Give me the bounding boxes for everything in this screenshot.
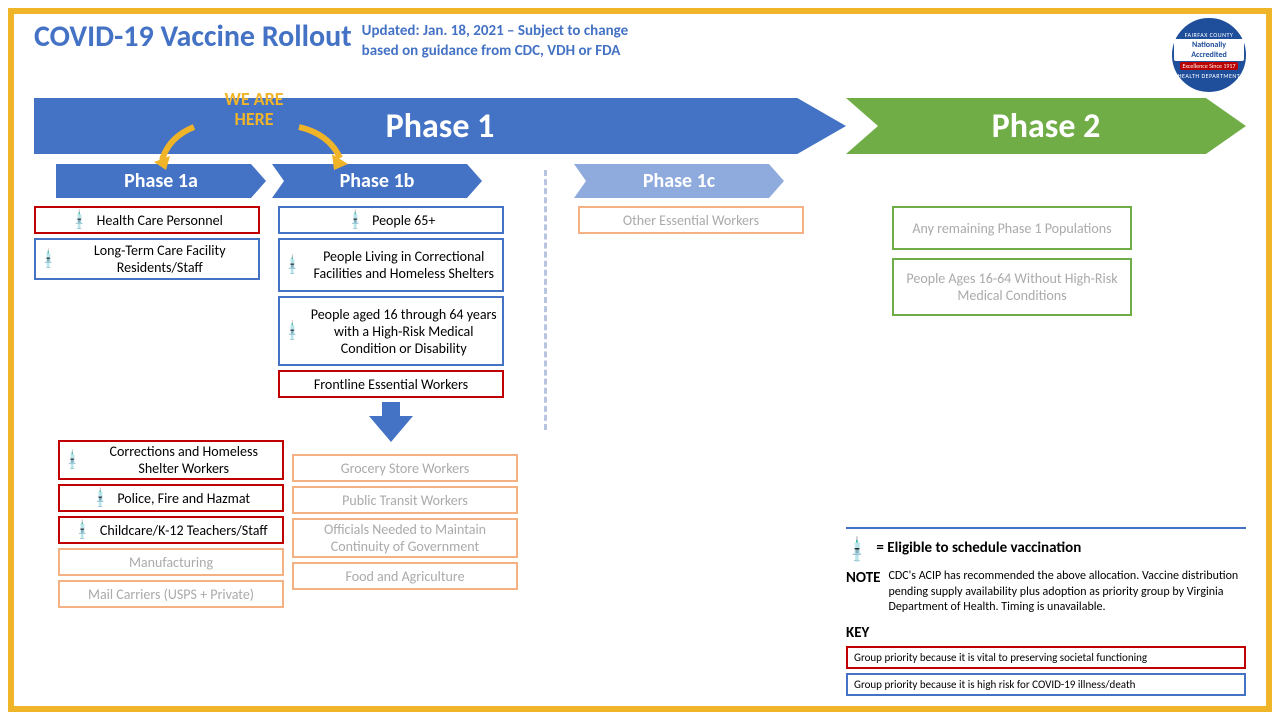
box-text: Public Transit Workers xyxy=(342,492,468,509)
header: COVID-19 Vaccine Rollout Updated: Jan. 1… xyxy=(34,18,1246,92)
syringe-icon: 💉 xyxy=(281,319,305,343)
legend: 💉 = Eligible to schedule vaccination NOT… xyxy=(846,527,1246,696)
box-text: Food and Agriculture xyxy=(345,568,464,585)
key-red-text: Group priority because it is vital to pr… xyxy=(854,651,1147,664)
box-correctional: 💉 People Living in Correctional Faciliti… xyxy=(278,238,504,292)
phase-1b-label: Phase 1b xyxy=(340,169,415,193)
box-text: Health Care Personnel xyxy=(97,212,223,229)
phase-divider xyxy=(544,170,547,430)
box-food-ag: Food and Agriculture xyxy=(292,562,518,590)
box-mail-carriers: Mail Carriers (USPS + Private) xyxy=(58,580,284,608)
box-text: Other Essential Workers xyxy=(623,212,759,229)
page-title: COVID-19 Vaccine Rollout xyxy=(34,18,352,55)
box-16-64-highrisk: 💉 People aged 16 through 64 years with a… xyxy=(278,296,504,366)
box-text: Corrections and Homeless Shelter Workers xyxy=(89,443,278,477)
wah-arrow-left xyxy=(154,122,214,172)
box-health-care: 💉 Health Care Personnel xyxy=(34,206,260,234)
note-text: CDC's ACIP has recommended the above all… xyxy=(888,569,1246,616)
box-officials: Officials Needed to Maintain Continuity … xyxy=(292,518,518,558)
phase-1c-label: Phase 1c xyxy=(643,169,715,193)
syringe-icon: 💉 xyxy=(88,486,112,510)
syringe-icon: 💉 xyxy=(281,253,305,277)
box-corrections-workers: 💉 Corrections and Homeless Shelter Worke… xyxy=(58,440,284,480)
seal-mid2: Excellence Since 1917 xyxy=(1180,62,1237,70)
phase-2-col: Any remaining Phase 1 Populations People… xyxy=(892,206,1132,320)
phase-1a-col: 💉 Health Care Personnel 💉 Long-Term Care… xyxy=(34,206,260,284)
subtitle-line2: based on guidance from CDC, VDH or FDA xyxy=(362,42,621,60)
wah-line2: HERE xyxy=(234,108,273,130)
box-other-essential: Other Essential Workers xyxy=(578,206,804,234)
box-text: People 65+ xyxy=(372,212,435,229)
seal-bot: HEALTH DEPARTMENT xyxy=(1178,72,1240,80)
box-text: People Living in Correctional Facilities… xyxy=(309,248,498,282)
subtitle-line1: Updated: Jan. 18, 2021 – Subject to chan… xyxy=(362,22,628,40)
key-blue-box: Group priority because it is high risk f… xyxy=(846,673,1246,696)
phase-1c-col: Other Essential Workers xyxy=(578,206,804,238)
syringe-icon: 💉 xyxy=(61,448,85,472)
box-remaining-p1: Any remaining Phase 1 Populations xyxy=(892,206,1132,250)
box-text: Police, Fire and Hazmat xyxy=(117,490,250,507)
box-childcare-k12: 💉 Childcare/K-12 Teachers/Staff xyxy=(58,516,284,544)
seal-top: FAIRFAX COUNTY xyxy=(1185,31,1234,39)
wah-arrow-right xyxy=(294,122,354,172)
subphase-row: Phase 1a Phase 1b Phase 1c xyxy=(34,164,1246,200)
box-16-64-without: People Ages 16-64 Without High-Risk Medi… xyxy=(892,258,1132,316)
box-transit: Public Transit Workers xyxy=(292,486,518,514)
box-text: Any remaining Phase 1 Populations xyxy=(912,220,1111,237)
legend-eligible: 💉 = Eligible to schedule vaccination xyxy=(846,539,1246,561)
box-text: Long-Term Care Facility Residents/Staff xyxy=(65,242,254,276)
legend-divider xyxy=(846,527,1246,529)
box-grocery: Grocery Store Workers xyxy=(292,454,518,482)
syringe-icon: 💉 xyxy=(37,247,61,271)
frontline-right-col: Grocery Store Workers Public Transit Wor… xyxy=(292,454,518,594)
box-65plus: 💉 People 65+ xyxy=(278,206,504,234)
box-text: People aged 16 through 64 years with a H… xyxy=(309,306,498,357)
box-text: Manufacturing xyxy=(129,554,213,571)
box-text: Childcare/K-12 Teachers/Staff xyxy=(100,522,268,539)
phase-1a-label: Phase 1a xyxy=(124,169,198,193)
box-text: Officials Needed to Maintain Continuity … xyxy=(298,521,512,555)
phase-2-label: Phase 2 xyxy=(992,106,1101,147)
content-area: COVID-19 Vaccine Rollout Updated: Jan. 1… xyxy=(14,14,1266,706)
phase-1c-arrow: Phase 1c xyxy=(574,164,784,198)
box-text: Frontline Essential Workers xyxy=(314,376,468,393)
box-ltc: 💉 Long-Term Care Facility Residents/Staf… xyxy=(34,238,260,280)
down-arrow-container xyxy=(278,402,504,442)
syringe-icon: 💉 xyxy=(68,208,92,232)
box-frontline: Frontline Essential Workers xyxy=(278,370,504,398)
subtitle: Updated: Jan. 18, 2021 – Subject to chan… xyxy=(362,22,1162,61)
box-text: Mail Carriers (USPS + Private) xyxy=(88,586,254,603)
seal-mid1: Nationally Accredited xyxy=(1174,39,1244,61)
phase-1b-col: 💉 People 65+ 💉 People Living in Correcti… xyxy=(278,206,504,442)
phase-2-arrow: Phase 2 xyxy=(846,98,1246,154)
syringe-icon: 💉 xyxy=(71,518,95,542)
syringe-icon: 💉 xyxy=(842,535,873,566)
box-text: Grocery Store Workers xyxy=(341,460,470,477)
arrow-head xyxy=(369,416,413,442)
health-dept-seal: FAIRFAX COUNTY Nationally Accredited Exc… xyxy=(1172,18,1246,92)
legend-note: NOTE CDC's ACIP has recommended the abov… xyxy=(846,569,1246,616)
eligible-text: = Eligible to schedule vaccination xyxy=(876,539,1081,557)
syringe-icon: 💉 xyxy=(343,208,367,232)
frontline-left-col: 💉 Corrections and Homeless Shelter Worke… xyxy=(58,440,284,612)
box-police-fire: 💉 Police, Fire and Hazmat xyxy=(58,484,284,512)
wah-line1: WE ARE xyxy=(225,88,284,110)
key-red-box: Group priority because it is vital to pr… xyxy=(846,646,1246,669)
box-manufacturing: Manufacturing xyxy=(58,548,284,576)
note-label: NOTE xyxy=(846,569,880,587)
key-label: KEY xyxy=(846,624,1246,642)
outer-frame: COVID-19 Vaccine Rollout Updated: Jan. 1… xyxy=(8,8,1272,712)
box-text: People Ages 16-64 Without High-Risk Medi… xyxy=(898,270,1126,304)
key-blue-text: Group priority because it is high risk f… xyxy=(854,678,1135,691)
phase-1-label: Phase 1 xyxy=(386,106,495,147)
